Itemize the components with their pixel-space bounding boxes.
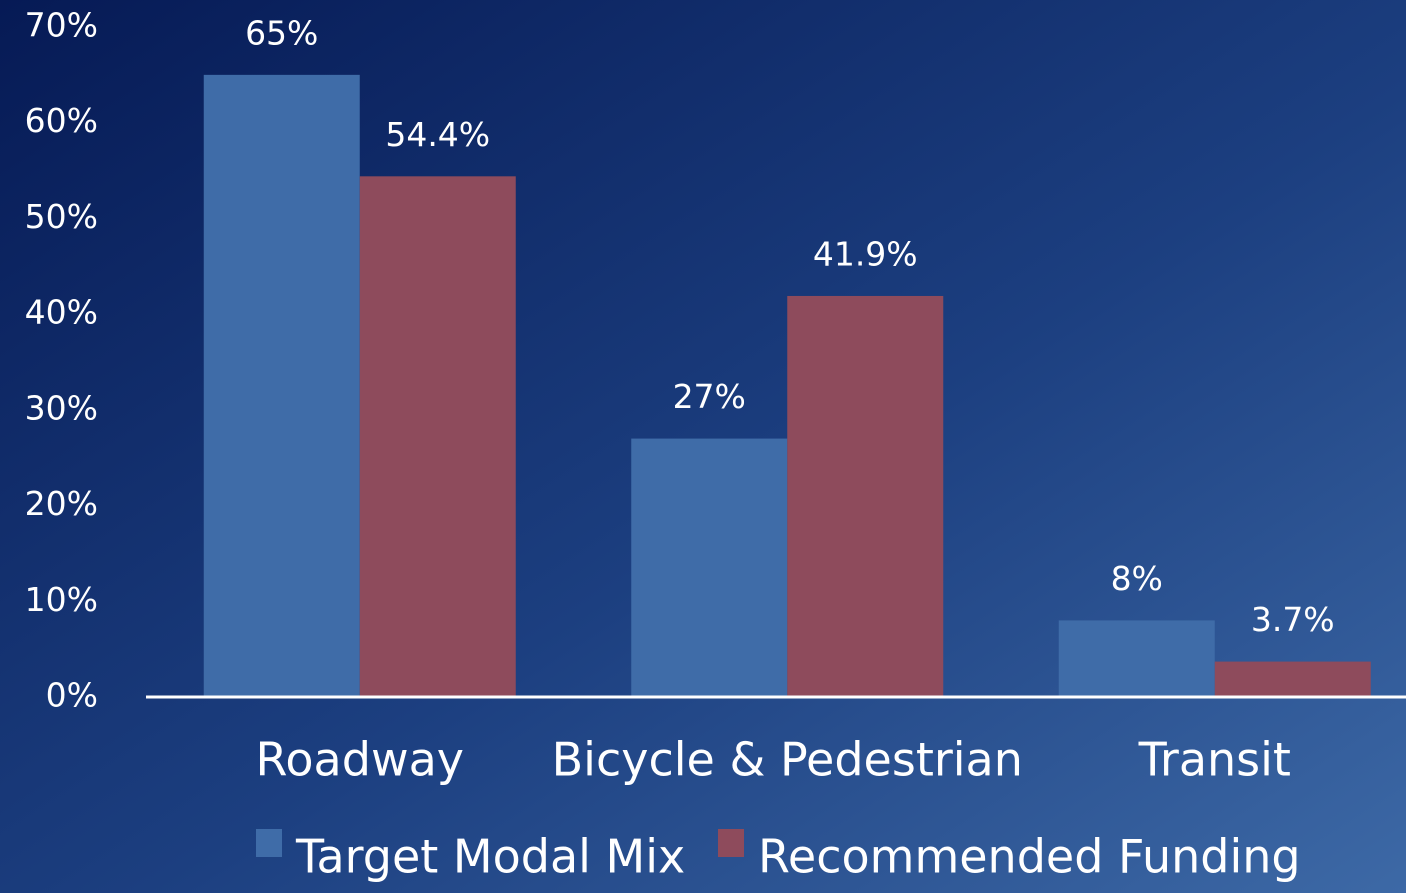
value-label: 8% (1111, 559, 1163, 598)
legend-label: Recommended Funding (758, 830, 1301, 884)
y-tick-label: 60% (25, 101, 98, 140)
value-label: 27% (673, 377, 746, 416)
bar (203, 74, 360, 698)
value-label: 3.7% (1251, 600, 1335, 639)
y-tick-label: 0% (46, 676, 98, 715)
x-tick-label: Transit (1138, 733, 1291, 787)
y-tick-label: 30% (25, 388, 98, 427)
legend-swatch (256, 829, 282, 857)
y-tick-label: 40% (25, 293, 98, 332)
y-tick-label: 70% (25, 6, 98, 45)
value-label: 65% (245, 13, 318, 52)
value-label: 54.4% (385, 115, 490, 154)
legend-label: Target Modal Mix (295, 830, 685, 884)
bar (1214, 661, 1371, 697)
y-tick-label: 50% (25, 197, 98, 236)
y-tick-label: 20% (25, 484, 98, 523)
bar (359, 176, 516, 698)
x-tick-label: Roadway (256, 733, 464, 787)
y-tick-label: 10% (25, 580, 98, 619)
bar (631, 438, 788, 697)
bar (1058, 620, 1215, 697)
value-label: 41.9% (813, 234, 918, 273)
x-tick-label: Bicycle & Pedestrian (552, 733, 1023, 787)
legend-swatch (718, 829, 744, 857)
bar (787, 295, 944, 697)
